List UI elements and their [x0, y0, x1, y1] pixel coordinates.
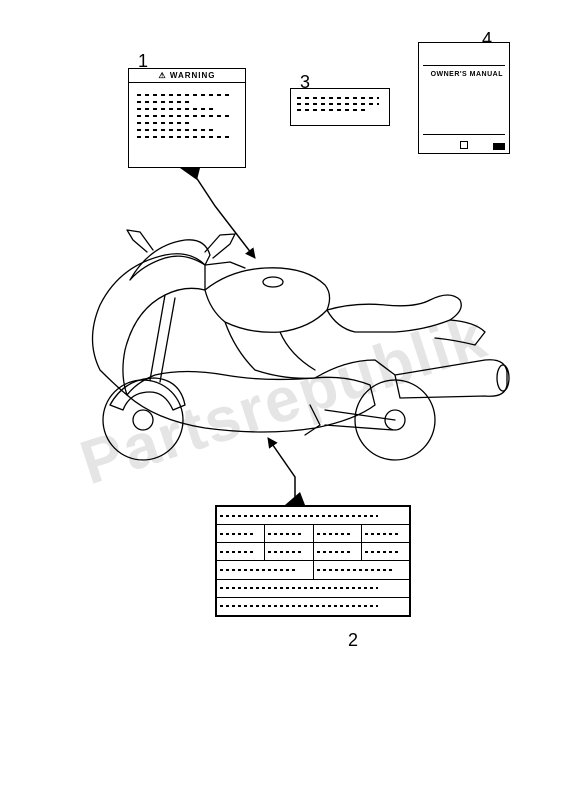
owners-manual: OWNER'S MANUAL: [418, 42, 510, 154]
warning-label: ⚠ WARNING: [128, 68, 246, 168]
spec-table-label: [215, 505, 411, 617]
warning-label-header: ⚠ WARNING: [129, 69, 245, 83]
small-info-label: [290, 88, 390, 126]
diagram-stage: 1 3 4 2 ⚠ WARNING OWNER'S MANUAL: [0, 0, 567, 800]
motorcycle-illustration: [55, 210, 515, 470]
owners-manual-title: OWNER'S MANUAL: [431, 71, 503, 78]
warning-label-body: [129, 83, 245, 149]
spec-table: [216, 506, 410, 616]
callout-2: 2: [348, 630, 358, 651]
manual-footer-mark: [493, 143, 505, 150]
manual-logo-icon: [460, 141, 468, 149]
